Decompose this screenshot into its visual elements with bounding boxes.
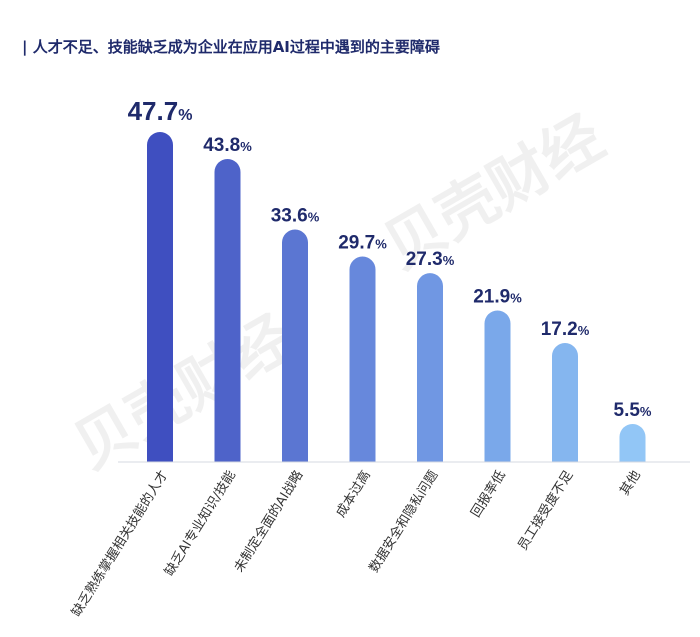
- data-label: 43.8%: [203, 135, 252, 156]
- category-label: 回报率低: [468, 468, 509, 521]
- value-labels-group: 47.7% 43.8% 33.6% 29.7% 27.3% 21.9% 17.2% 5.5%: [128, 96, 652, 421]
- chart-title: | 人才不足、技能缺乏成为企业在应用AI过程中遇到的主要障碍: [22, 38, 440, 56]
- bar: [417, 273, 443, 462]
- category-label: 成本过高: [333, 468, 374, 521]
- watermark: 贝壳财经: [63, 302, 306, 483]
- bar: [282, 229, 308, 462]
- data-label: 17.2%: [541, 319, 590, 340]
- category-label: 员工接受度不足: [515, 468, 577, 554]
- data-label: 27.3%: [406, 249, 455, 270]
- bar: [552, 343, 578, 462]
- category-label: 其他: [617, 468, 644, 498]
- bar: [214, 158, 241, 462]
- bar: [484, 310, 511, 462]
- data-label: 5.5%: [614, 400, 652, 421]
- data-label: 21.9%: [473, 286, 522, 307]
- category-label: 数据安全和隐私问题: [366, 468, 442, 576]
- category-label: 缺乏AI专业知识/技能: [161, 468, 239, 579]
- bars-group: [147, 132, 646, 462]
- bar: [349, 256, 376, 462]
- category-label: 未制定全面的AI战略: [231, 468, 306, 575]
- data-label: 29.7%: [338, 233, 387, 254]
- data-label: 47.7%: [128, 96, 193, 126]
- bar: [147, 132, 173, 462]
- data-label: 33.6%: [271, 206, 320, 227]
- bar: [619, 423, 646, 462]
- category-label: 缺乏熟练掌握相关技能的人才: [68, 468, 171, 620]
